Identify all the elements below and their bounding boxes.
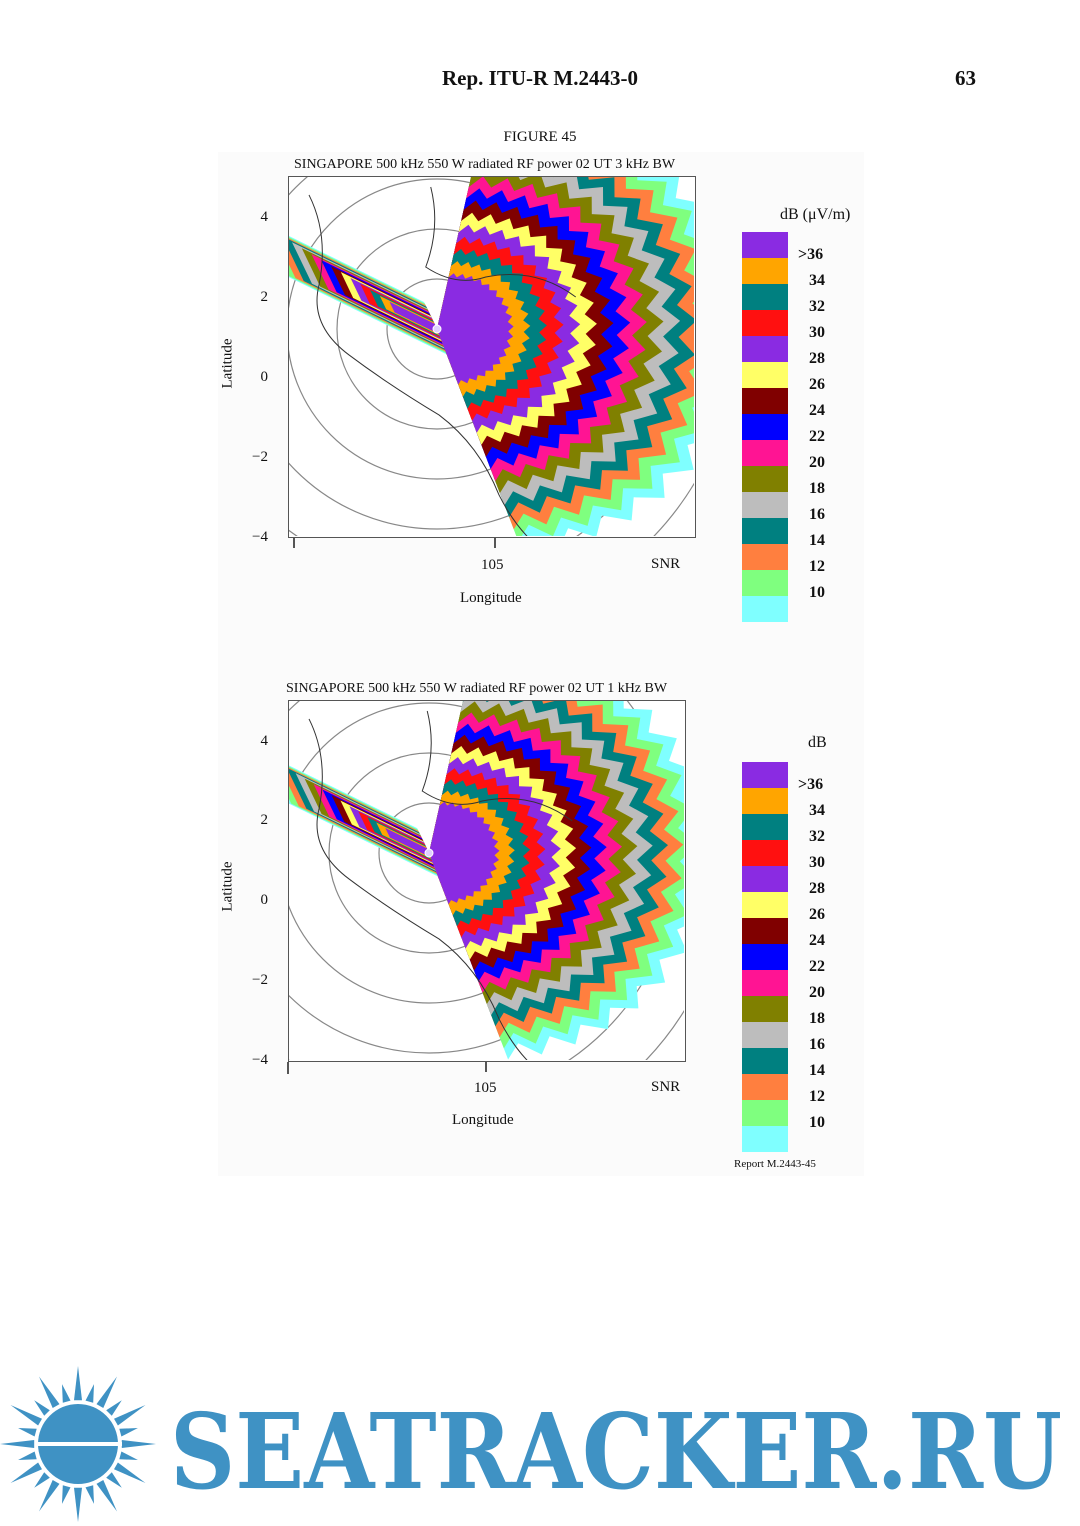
report-id: Report M.2443-45	[734, 1158, 816, 1170]
snr-label: SNR	[651, 1079, 681, 1095]
legend-label: 24	[809, 932, 825, 949]
legend-swatch	[742, 284, 788, 310]
y-axis-label: Latitude	[219, 338, 236, 389]
legend-swatch	[742, 762, 788, 788]
legend-label: 26	[809, 376, 825, 393]
legend-swatch	[742, 1074, 788, 1100]
panel-title: SINGAPORE 500 kHz 550 W radiated RF powe…	[294, 157, 676, 172]
legend-swatch	[742, 918, 788, 944]
y-tick-label: −2	[252, 449, 268, 465]
legend-label: 14	[809, 1062, 825, 1079]
legend-swatch	[742, 1126, 788, 1152]
y-axis-label: Latitude	[219, 861, 236, 912]
y-tick-label: 0	[260, 892, 269, 908]
legend-swatch	[742, 258, 788, 284]
legend-label: 16	[809, 506, 825, 523]
legend-swatch	[742, 310, 788, 336]
legend-title: dB (μV/m)	[780, 206, 851, 223]
legend-label: 30	[809, 854, 825, 871]
legend-swatch	[742, 970, 788, 996]
legend-swatch	[742, 388, 788, 414]
coverage-map-plot	[288, 700, 686, 1062]
legend-swatch	[742, 996, 788, 1022]
legend-label: >36	[798, 776, 824, 793]
legend-label: 28	[809, 350, 825, 367]
y-tick-label: −2	[252, 972, 268, 988]
legend-swatch	[742, 840, 788, 866]
watermark-text: SEATRACKER.RU	[170, 1390, 1062, 1513]
x-axis-label: Longitude	[452, 1112, 514, 1128]
legend-label: 32	[809, 828, 825, 845]
coverage-map-plot	[288, 176, 696, 538]
legend-swatch	[742, 492, 788, 518]
legend-swatch	[742, 362, 788, 388]
legend-swatch	[742, 1048, 788, 1074]
running-header: Rep. ITU-R M.2443-0	[442, 66, 638, 90]
coverage-contours	[289, 177, 694, 536]
page-number: 63	[955, 66, 976, 90]
legend-label: 24	[809, 402, 825, 419]
legend-swatch	[742, 866, 788, 892]
legend-swatch	[742, 570, 788, 596]
y-tick-label: 4	[260, 209, 269, 225]
legend-label: 10	[809, 1114, 825, 1131]
axis-tick	[293, 538, 295, 548]
legend-swatch	[742, 1100, 788, 1126]
legend-swatch	[742, 596, 788, 622]
legend-swatch	[742, 440, 788, 466]
snr-label: SNR	[651, 556, 681, 572]
legend-swatch	[742, 518, 788, 544]
legend-title: dB	[808, 734, 827, 751]
seatracker-logo-watermark: SEATRACKER.RU	[0, 1366, 1062, 1522]
coverage-contours	[289, 701, 684, 1060]
figure-caption: FIGURE 45	[503, 129, 577, 145]
legend-label: 34	[809, 802, 825, 819]
panel-title: SINGAPORE 500 kHz 550 W radiated RF powe…	[286, 681, 668, 696]
legend-label: 28	[809, 880, 825, 897]
y-tick-label: −4	[252, 1052, 268, 1068]
x-tick-label: 105	[474, 1080, 497, 1096]
legend-label: 12	[809, 558, 825, 575]
x-tick-label: 105	[481, 557, 504, 573]
legend-label: 26	[809, 906, 825, 923]
axis-tick	[485, 1062, 487, 1072]
legend-swatch	[742, 1022, 788, 1048]
legend-label: 30	[809, 324, 825, 341]
legend-label: 14	[809, 532, 825, 549]
legend-label: >36	[798, 246, 824, 263]
legend-swatch	[742, 466, 788, 492]
legend-label: 20	[809, 454, 825, 471]
legend-label: 34	[809, 272, 825, 289]
legend-swatch	[742, 788, 788, 814]
legend-label: 18	[809, 1010, 825, 1027]
legend-swatch	[742, 544, 788, 570]
legend-swatch	[742, 892, 788, 918]
x-axis-label: Longitude	[460, 590, 522, 606]
legend-swatch	[742, 232, 788, 258]
legend-swatch	[742, 814, 788, 840]
legend-label: 22	[809, 428, 825, 445]
legend-swatch	[742, 944, 788, 970]
y-tick-label: 2	[260, 812, 269, 828]
legend-swatch	[742, 336, 788, 362]
legend-label: 12	[809, 1088, 825, 1105]
sun-logo-icon	[0, 1366, 156, 1522]
legend-swatch	[742, 414, 788, 440]
legend-label: 16	[809, 1036, 825, 1053]
legend-label: 10	[809, 584, 825, 601]
y-tick-label: 4	[260, 733, 269, 749]
axis-tick	[287, 1062, 289, 1074]
legend-label: 20	[809, 984, 825, 1001]
axis-tick	[494, 538, 496, 548]
legend-label: 22	[809, 958, 825, 975]
legend-label: 32	[809, 298, 825, 315]
legend-label: 18	[809, 480, 825, 497]
y-tick-label: −4	[252, 529, 268, 545]
y-tick-label: 0	[260, 369, 269, 385]
y-tick-label: 2	[260, 289, 269, 305]
